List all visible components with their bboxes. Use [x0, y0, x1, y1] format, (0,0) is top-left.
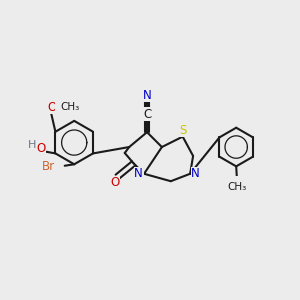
Text: C: C: [143, 108, 151, 121]
Text: O: O: [47, 100, 56, 114]
Text: N: N: [191, 167, 200, 180]
Text: H: H: [28, 140, 37, 150]
Text: CH₃: CH₃: [61, 102, 80, 112]
Text: S: S: [179, 124, 186, 136]
Text: CH₃: CH₃: [227, 182, 246, 192]
Text: N: N: [134, 167, 143, 180]
Text: O: O: [36, 142, 45, 155]
Text: N: N: [143, 88, 152, 101]
Text: O: O: [110, 176, 120, 189]
Text: Br: Br: [42, 160, 55, 173]
